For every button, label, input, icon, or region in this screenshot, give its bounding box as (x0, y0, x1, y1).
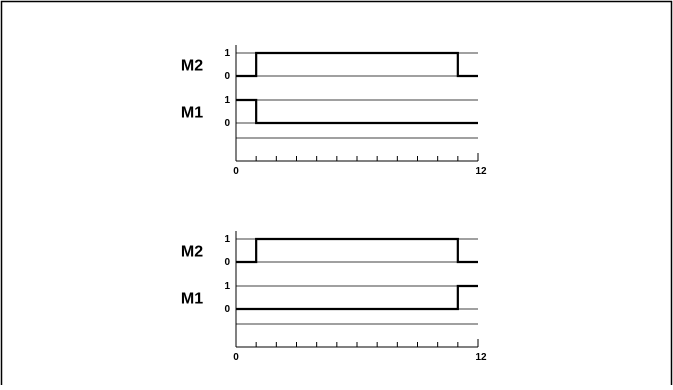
y-tick-label: 0 (224, 71, 230, 82)
series-waveform (236, 98, 478, 125)
x-tick-label: 12 (475, 166, 487, 177)
y-tick-label: 1 (224, 281, 230, 292)
timing-chart-2: 0 12 1 0 M2 1 0 M1 (181, 231, 487, 363)
series-waveform (236, 284, 478, 311)
y-tick-label: 0 (224, 118, 230, 129)
series-label: M1 (181, 291, 203, 308)
charts-group: 0 12 1 0 M2 1 0 M1 0 12 1 0 M2 1 0 M1 (181, 45, 487, 363)
x-tick-label: 0 (233, 352, 239, 363)
x-tick-label: 0 (233, 166, 239, 177)
y-tick-label: 1 (224, 48, 230, 59)
series-waveform (236, 237, 478, 264)
series-label: M2 (181, 244, 203, 261)
y-tick-label: 0 (224, 304, 230, 315)
series-label: M2 (181, 58, 203, 75)
y-tick-label: 1 (224, 95, 230, 106)
y-tick-label: 1 (224, 234, 230, 245)
series-waveform (236, 51, 478, 78)
y-tick-label: 0 (224, 257, 230, 268)
timing-chart-1: 0 12 1 0 M2 1 0 M1 (181, 45, 487, 177)
x-tick-label: 12 (475, 352, 487, 363)
series-label: M1 (181, 105, 203, 122)
